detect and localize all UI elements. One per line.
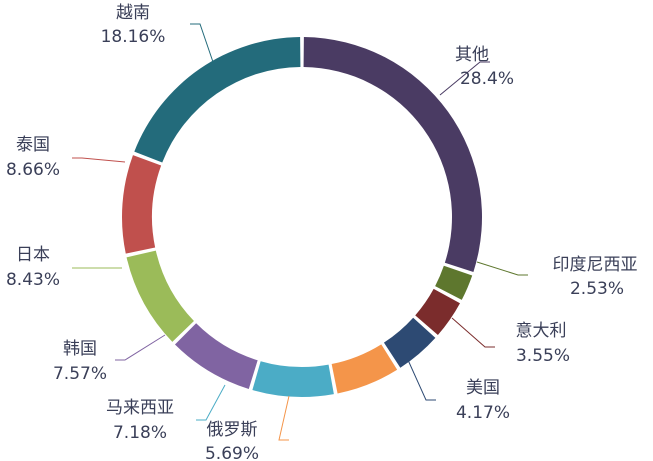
- slice-name-label: 越南: [116, 3, 150, 23]
- slice-name-label: 日本: [16, 245, 50, 265]
- leader-line-其他: [439, 61, 490, 96]
- slice-越南: [134, 37, 301, 163]
- leader-line-泰国: [72, 157, 126, 163]
- slice-意大利: [415, 288, 460, 336]
- slice-马来西亚: [252, 361, 334, 397]
- leader-line-印度尼西亚: [476, 261, 528, 276]
- slice-name-label: 泰国: [16, 135, 50, 155]
- leader-line-越南: [190, 23, 214, 63]
- slice-美国: [383, 317, 436, 368]
- slice-value-label: 5.69%: [205, 444, 259, 461]
- slice-value-label: 4.17%: [456, 403, 510, 423]
- slice-value-label: 28.4%: [460, 69, 514, 89]
- slice-name-label: 俄罗斯: [207, 420, 258, 440]
- leader-line-韩国: [115, 334, 166, 361]
- slice-韩国: [174, 323, 258, 389]
- slice-value-label: 18.16%: [101, 27, 166, 47]
- leader-line-俄罗斯: [278, 395, 290, 441]
- slice-value-label: 7.57%: [53, 364, 107, 384]
- slice-value-label: 8.43%: [6, 270, 60, 290]
- slice-name-label: 美国: [466, 378, 500, 398]
- slice-value-label: 8.66%: [6, 160, 60, 180]
- slice-印度尼西亚: [435, 265, 473, 300]
- slice-name-label: 印度尼西亚: [553, 255, 638, 275]
- slice-name-label: 韩国: [63, 339, 97, 359]
- slice-value-label: 7.18%: [113, 423, 167, 443]
- slice-其他: [303, 37, 482, 272]
- slice-俄罗斯: [331, 344, 398, 394]
- leader-line-意大利: [451, 317, 495, 348]
- slice-日本: [126, 250, 194, 342]
- slice-value-label: 2.53%: [570, 279, 624, 299]
- leader-line-马来西亚: [196, 384, 226, 421]
- slice-name-label: 意大利: [516, 321, 567, 341]
- slice-泰国: [122, 155, 162, 254]
- leader-line-美国: [407, 359, 436, 401]
- slice-name-label: 马来西亚: [106, 398, 174, 418]
- slice-name-label: 其他: [455, 45, 489, 65]
- slice-value-label: 3.55%: [516, 346, 570, 366]
